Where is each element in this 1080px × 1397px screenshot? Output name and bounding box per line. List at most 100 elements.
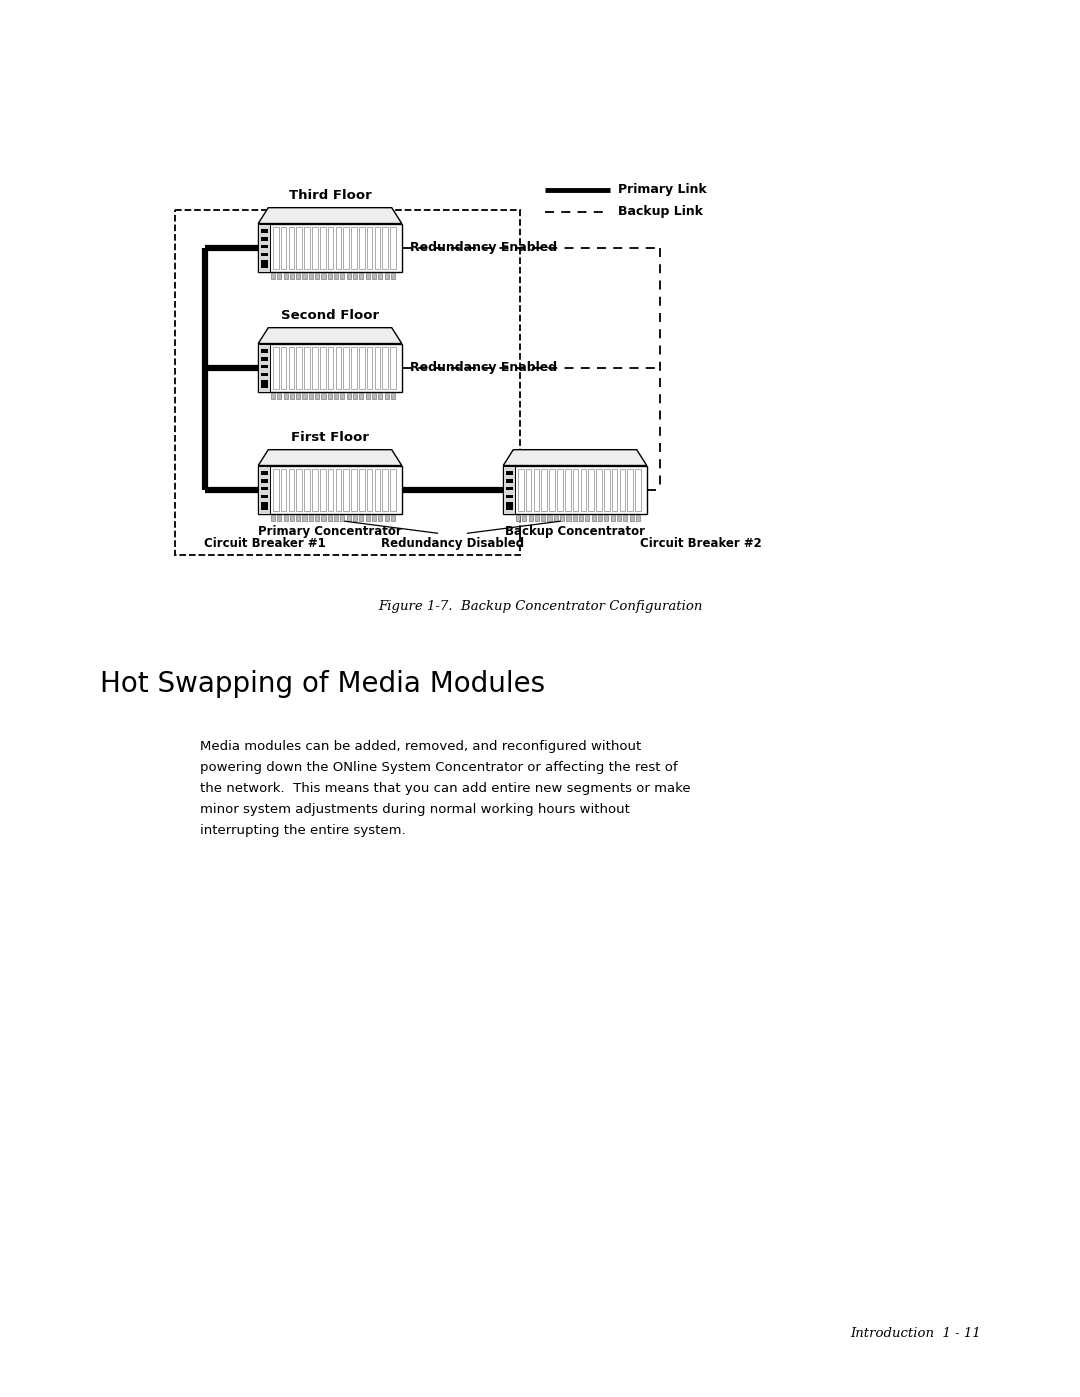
Bar bbox=[589, 469, 594, 511]
Bar bbox=[315, 515, 320, 521]
Bar bbox=[327, 226, 334, 270]
Bar bbox=[278, 394, 282, 400]
Bar bbox=[312, 346, 318, 388]
Bar bbox=[343, 226, 349, 270]
Bar bbox=[327, 394, 332, 400]
Text: Redundancy Enabled: Redundancy Enabled bbox=[409, 362, 557, 374]
Text: Hot Swapping of Media Modules: Hot Swapping of Media Modules bbox=[100, 671, 545, 698]
Bar bbox=[288, 469, 295, 511]
Bar bbox=[635, 469, 640, 511]
Bar bbox=[382, 346, 388, 388]
Bar bbox=[503, 465, 647, 514]
Bar bbox=[281, 226, 286, 270]
Bar bbox=[528, 515, 532, 521]
Bar bbox=[284, 274, 287, 279]
Bar bbox=[305, 226, 310, 270]
Bar bbox=[505, 503, 513, 510]
Bar bbox=[518, 469, 524, 511]
Bar bbox=[320, 226, 325, 270]
Bar bbox=[261, 253, 268, 256]
Bar bbox=[327, 469, 334, 511]
Bar bbox=[360, 274, 363, 279]
Bar bbox=[554, 515, 558, 521]
Bar bbox=[309, 274, 313, 279]
Bar bbox=[273, 226, 279, 270]
Bar bbox=[359, 346, 365, 388]
Bar bbox=[284, 394, 287, 400]
Bar bbox=[258, 344, 402, 393]
Bar bbox=[365, 394, 369, 400]
Bar bbox=[261, 479, 268, 482]
Bar bbox=[258, 224, 270, 272]
Bar bbox=[627, 469, 633, 511]
Bar bbox=[261, 380, 268, 387]
Bar bbox=[579, 515, 583, 521]
Bar bbox=[336, 226, 341, 270]
Bar bbox=[347, 274, 351, 279]
Bar bbox=[261, 244, 268, 249]
Bar bbox=[505, 488, 513, 490]
Bar bbox=[541, 515, 545, 521]
Bar bbox=[261, 495, 268, 499]
Bar bbox=[278, 274, 282, 279]
Bar bbox=[309, 394, 313, 400]
Bar bbox=[261, 471, 268, 475]
Bar bbox=[343, 469, 349, 511]
Bar bbox=[312, 226, 318, 270]
Bar bbox=[175, 210, 519, 555]
Bar bbox=[620, 469, 625, 511]
Bar bbox=[523, 515, 526, 521]
Bar bbox=[334, 515, 338, 521]
Bar bbox=[261, 229, 268, 233]
Bar bbox=[382, 226, 388, 270]
Bar bbox=[281, 346, 286, 388]
Bar bbox=[296, 274, 300, 279]
Bar bbox=[516, 515, 521, 521]
Bar bbox=[297, 469, 302, 511]
Bar bbox=[302, 274, 307, 279]
Bar bbox=[261, 237, 268, 240]
Bar bbox=[258, 465, 270, 514]
Bar bbox=[617, 515, 621, 521]
Text: Media modules can be added, removed, and reconfigured without: Media modules can be added, removed, and… bbox=[200, 740, 642, 753]
Polygon shape bbox=[258, 450, 402, 465]
Bar bbox=[271, 515, 275, 521]
Bar bbox=[391, 274, 395, 279]
Bar bbox=[261, 503, 268, 506]
Bar bbox=[359, 226, 365, 270]
Bar bbox=[375, 346, 380, 388]
Bar bbox=[623, 515, 627, 521]
Bar bbox=[581, 469, 586, 511]
Bar bbox=[261, 349, 268, 353]
Bar bbox=[372, 274, 376, 279]
Bar bbox=[384, 394, 389, 400]
Bar bbox=[312, 469, 318, 511]
Bar bbox=[503, 465, 515, 514]
Bar bbox=[505, 503, 513, 506]
Bar bbox=[315, 394, 320, 400]
Text: Introduction  1 - 11: Introduction 1 - 11 bbox=[850, 1327, 981, 1340]
Bar bbox=[284, 515, 287, 521]
Bar bbox=[315, 274, 320, 279]
Bar bbox=[322, 515, 325, 521]
Bar bbox=[302, 515, 307, 521]
Bar bbox=[271, 274, 275, 279]
Text: Circuit Breaker #1: Circuit Breaker #1 bbox=[204, 538, 326, 550]
Bar bbox=[535, 515, 539, 521]
Text: Redundancy Enabled: Redundancy Enabled bbox=[409, 242, 557, 254]
Text: Circuit Breaker #2: Circuit Breaker #2 bbox=[640, 538, 761, 550]
Bar bbox=[592, 515, 596, 521]
Bar bbox=[261, 365, 268, 369]
Text: Primary Link: Primary Link bbox=[618, 183, 706, 197]
Bar bbox=[505, 495, 513, 499]
Bar bbox=[271, 394, 275, 400]
Bar bbox=[565, 469, 570, 511]
Bar bbox=[288, 346, 295, 388]
Bar bbox=[382, 469, 388, 511]
Text: First Floor: First Floor bbox=[291, 430, 369, 444]
Text: Third Floor: Third Floor bbox=[288, 189, 372, 201]
Bar bbox=[340, 394, 345, 400]
Bar bbox=[365, 515, 369, 521]
Bar bbox=[505, 471, 513, 475]
Bar bbox=[378, 274, 382, 279]
